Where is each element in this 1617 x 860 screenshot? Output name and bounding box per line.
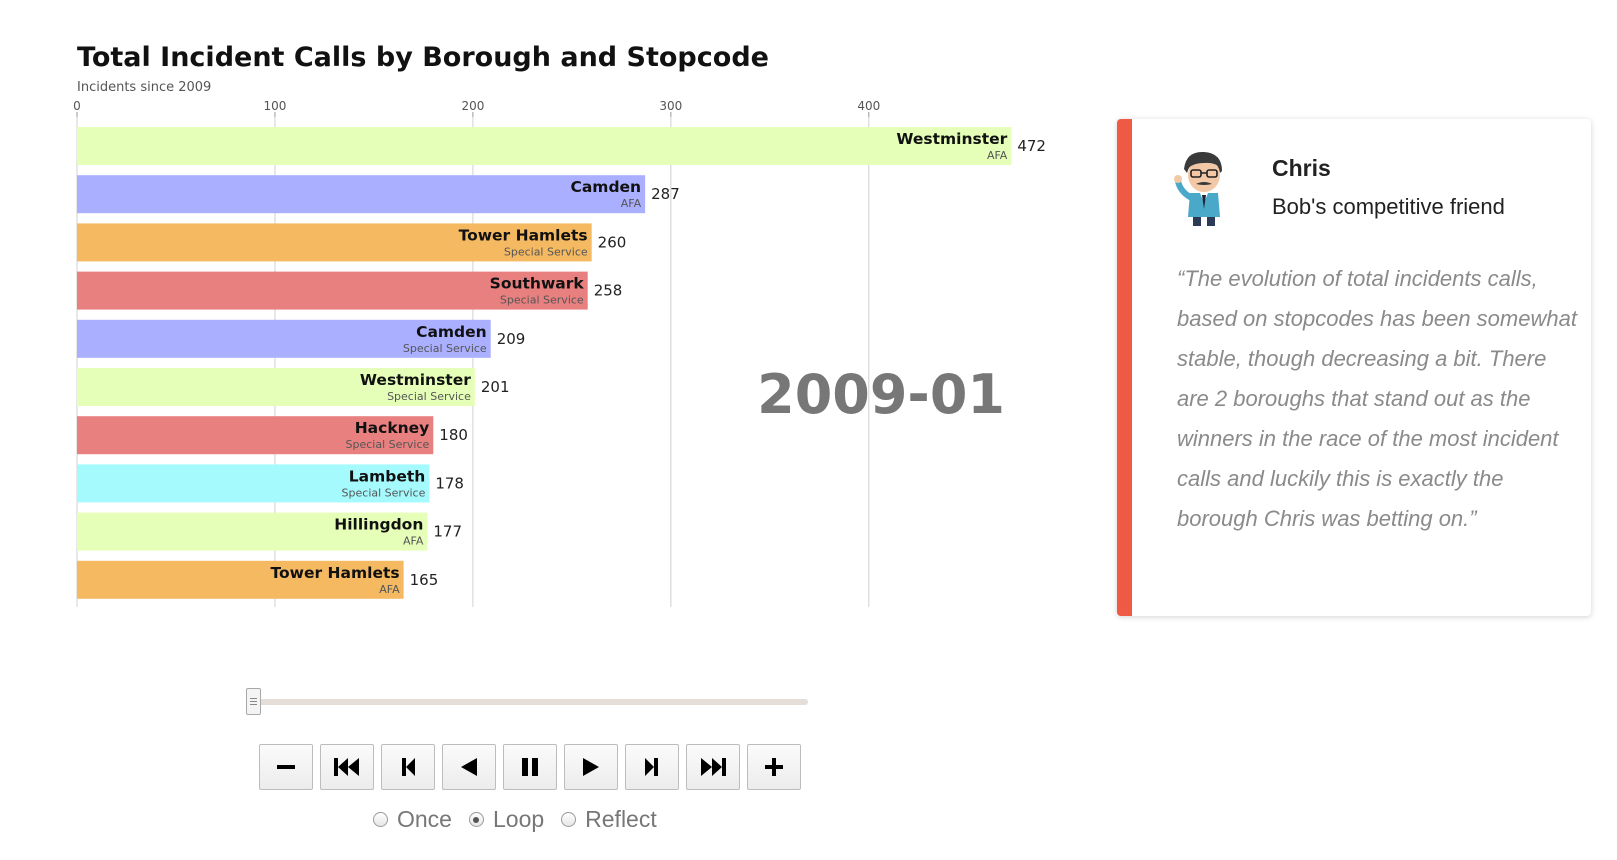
bar-sublabel: AFA xyxy=(621,197,642,210)
pause-icon xyxy=(522,758,538,776)
bar-label: Tower Hamlets xyxy=(459,226,588,244)
play-button[interactable] xyxy=(564,744,618,790)
bar-value-label: 258 xyxy=(594,282,623,300)
mode-loop-option[interactable]: Loop xyxy=(468,806,545,833)
bar xyxy=(77,175,646,214)
bar-sublabel: Special Service xyxy=(346,438,430,451)
first-frame-button[interactable] xyxy=(320,744,374,790)
bar xyxy=(77,560,404,599)
mode-reflect-label: Reflect xyxy=(585,806,657,832)
play-reverse-button[interactable] xyxy=(442,744,496,790)
bar-sublabel: Special Service xyxy=(387,390,471,403)
bar-label: Westminster xyxy=(896,130,1007,148)
bar xyxy=(77,512,428,551)
x-tick-label: 0 xyxy=(73,99,81,113)
pause-button[interactable] xyxy=(503,744,557,790)
bar-label: Southwark xyxy=(490,275,585,293)
x-tick-label: 200 xyxy=(461,99,484,113)
step-back-icon xyxy=(402,758,415,776)
bar-sublabel: Special Service xyxy=(500,294,584,307)
bar-value-label: 287 xyxy=(651,185,680,203)
mode-once-label: Once xyxy=(397,806,452,832)
testimonial-quote: “The evolution of total incidents calls,… xyxy=(1177,266,1577,531)
mode-loop-radio[interactable] xyxy=(468,812,484,827)
bar-sublabel: AFA xyxy=(403,535,424,548)
period-label: 2009-01 xyxy=(757,363,1005,426)
increase-speed-button[interactable] xyxy=(747,744,801,790)
mode-reflect-radio[interactable] xyxy=(561,812,577,827)
bar xyxy=(77,223,592,262)
play-icon xyxy=(583,758,599,776)
frame-slider-handle[interactable] xyxy=(246,688,261,715)
x-tick-label: 400 xyxy=(857,99,880,113)
chart-title: Total Incident Calls by Borough and Stop… xyxy=(77,42,769,73)
bar-value-label: 178 xyxy=(435,474,464,492)
bar-label: Hackney xyxy=(355,419,430,437)
bar-sublabel: Special Service xyxy=(342,486,426,499)
bar-value-label: 260 xyxy=(598,233,627,251)
mode-loop-label: Loop xyxy=(492,806,545,832)
x-tick-label: 100 xyxy=(263,99,286,113)
bar xyxy=(77,271,588,310)
mode-reflect-option[interactable]: Reflect xyxy=(561,806,657,833)
bar-label: Lambeth xyxy=(349,467,426,485)
bar-sublabel: AFA xyxy=(987,149,1008,162)
bar-sublabel: Special Service xyxy=(403,342,487,355)
skip-last-icon xyxy=(701,758,726,776)
bar xyxy=(77,368,475,406)
bar-value-label: 209 xyxy=(497,330,526,348)
minus-icon xyxy=(277,765,295,769)
bar-label: Hillingdon xyxy=(334,516,423,534)
bar-label: Camden xyxy=(570,178,641,196)
bar-value-label: 177 xyxy=(433,523,462,541)
bar-label: Westminster xyxy=(360,371,471,389)
previous-frame-button[interactable] xyxy=(381,744,435,790)
play-reverse-icon xyxy=(461,758,477,776)
last-frame-button[interactable] xyxy=(686,744,740,790)
playback-mode-group: Once Loop Reflect xyxy=(373,806,674,833)
bar-value-label: 180 xyxy=(439,426,468,444)
bar xyxy=(77,464,430,503)
testimonial-card: Chris Bob's competitive friend “The evol… xyxy=(1117,119,1591,616)
mode-once-radio[interactable] xyxy=(373,812,388,827)
x-tick-label: 300 xyxy=(659,99,682,113)
bar xyxy=(77,319,491,358)
bar-chart: 0 100 200 300 400WestminsterAFA472CamdenAFA2… xyxy=(73,99,1046,607)
bar-value-label: 165 xyxy=(410,571,439,589)
decrease-speed-button[interactable] xyxy=(259,744,313,790)
skip-first-icon xyxy=(334,758,359,776)
avatar xyxy=(1174,151,1222,226)
bar-value-label: 472 xyxy=(1017,137,1046,155)
bar-sublabel: AFA xyxy=(379,583,400,596)
person-role: Bob's competitive friend xyxy=(1272,194,1505,219)
bar xyxy=(77,127,1012,165)
bar-sublabel: Special Service xyxy=(504,245,588,258)
person-name: Chris xyxy=(1272,155,1331,181)
mode-once-option[interactable]: Once xyxy=(373,806,452,833)
bar-value-label: 201 xyxy=(481,378,510,396)
plus-icon xyxy=(765,758,783,776)
step-forward-icon xyxy=(645,758,658,776)
bar-label: Tower Hamlets xyxy=(271,564,400,582)
next-frame-button[interactable] xyxy=(625,744,679,790)
bar xyxy=(77,416,434,455)
frame-slider-track[interactable] xyxy=(248,699,808,705)
playback-controls xyxy=(259,744,801,790)
chart-subtitle: Incidents since 2009 xyxy=(77,80,212,95)
bar-label: Camden xyxy=(416,323,487,341)
